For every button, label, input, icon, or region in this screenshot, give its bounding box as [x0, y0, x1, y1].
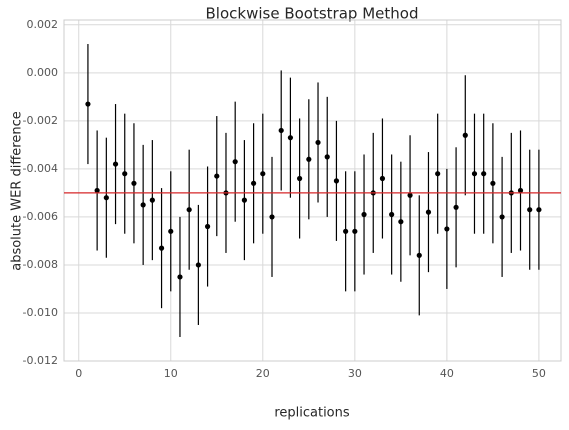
- point: [112, 161, 119, 167]
- point: [250, 180, 257, 186]
- y-tick-label: -0.012: [23, 354, 58, 367]
- point: [214, 173, 220, 179]
- point: [536, 207, 542, 213]
- point: [471, 171, 478, 177]
- point: [490, 180, 496, 186]
- point: [122, 171, 128, 177]
- point: [204, 223, 211, 230]
- plot-frame: [63, 19, 562, 362]
- point: [168, 228, 174, 234]
- point: [297, 175, 303, 182]
- y-tick-label: -0.006: [23, 210, 58, 223]
- point: [527, 207, 533, 213]
- point: [269, 214, 275, 220]
- point: [85, 101, 91, 107]
- point: [435, 171, 441, 177]
- point: [195, 262, 201, 268]
- y-tick-label: -0.008: [23, 258, 58, 271]
- point: [177, 274, 183, 280]
- x-tick-label: 10: [164, 367, 178, 380]
- x-tick-label: 40: [440, 367, 454, 380]
- point: [306, 156, 312, 162]
- point: [287, 135, 294, 141]
- point: [333, 178, 340, 184]
- point: [324, 154, 330, 160]
- point: [241, 197, 247, 203]
- point: [499, 214, 505, 220]
- point: [278, 127, 284, 134]
- point: [158, 245, 165, 251]
- point: [361, 211, 367, 218]
- point: [416, 252, 422, 258]
- x-tick-label: 20: [256, 367, 270, 380]
- y-axis-label: absolute WER difference: [10, 111, 25, 271]
- chart-title: Blockwise Bootstrap Method: [206, 5, 419, 23]
- point: [131, 180, 137, 186]
- x-tick-label: 50: [532, 367, 546, 380]
- point: [315, 139, 321, 146]
- point: [481, 171, 487, 177]
- point: [462, 132, 468, 138]
- point: [407, 192, 413, 198]
- x-axis-label: replications: [274, 406, 350, 421]
- y-tick-label: -0.004: [23, 162, 58, 175]
- point: [186, 207, 192, 213]
- point: [232, 159, 238, 165]
- point: [517, 187, 524, 194]
- point: [425, 209, 432, 215]
- point: [444, 226, 450, 232]
- y-tick-label: 0.000: [27, 66, 59, 79]
- point: [94, 187, 100, 194]
- point: [103, 195, 109, 201]
- point: [379, 175, 386, 182]
- point: [398, 219, 404, 225]
- point: [352, 228, 358, 234]
- x-tick-label: 0: [75, 367, 82, 380]
- y-tick-label: 0.002: [27, 18, 59, 31]
- point: [140, 202, 146, 208]
- point: [260, 171, 266, 177]
- y-tick-label: -0.010: [23, 306, 58, 319]
- x-tick-label: 30: [348, 367, 362, 380]
- point: [453, 204, 459, 210]
- point: [149, 197, 155, 203]
- point: [389, 211, 395, 218]
- y-tick-label: -0.002: [23, 114, 58, 127]
- point: [343, 228, 349, 234]
